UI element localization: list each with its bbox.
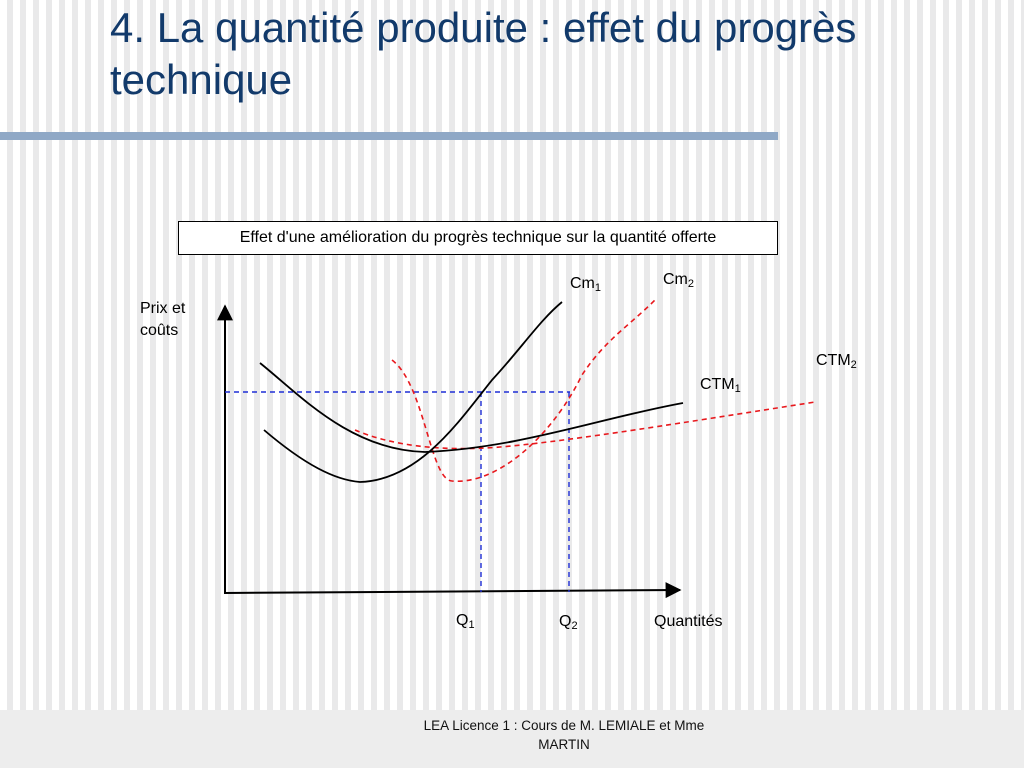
diagram-caption: Effet d'une amélioration du progrès tech… bbox=[178, 221, 778, 255]
curve-ctm1 bbox=[259, 362, 684, 453]
x-axis-label: Quantités bbox=[654, 613, 723, 630]
label-q1: Q1 bbox=[456, 612, 475, 631]
label-ctm1: CTM1 bbox=[700, 376, 741, 395]
label-q2: Q2 bbox=[559, 613, 578, 632]
slide-title: 4. La quantité produite : effet du progr… bbox=[110, 4, 857, 103]
footer-text: LEA Licence 1 : Cours de M. LEMIALE et M… bbox=[423, 718, 705, 752]
footer-band bbox=[0, 710, 1024, 768]
x-axis bbox=[223, 582, 682, 599]
label-ctm2: CTM2 bbox=[816, 352, 857, 371]
label-cm1: Cm1 bbox=[570, 275, 602, 294]
label-cm2: Cm2 bbox=[663, 271, 695, 290]
guide-lines bbox=[225, 391, 570, 592]
y-axis-label: Prix et coûts bbox=[140, 300, 186, 339]
title-underline bbox=[0, 132, 778, 140]
curve-ctm2 bbox=[354, 401, 816, 450]
curve-cm2 bbox=[391, 299, 656, 482]
curve-cm1 bbox=[263, 301, 563, 483]
